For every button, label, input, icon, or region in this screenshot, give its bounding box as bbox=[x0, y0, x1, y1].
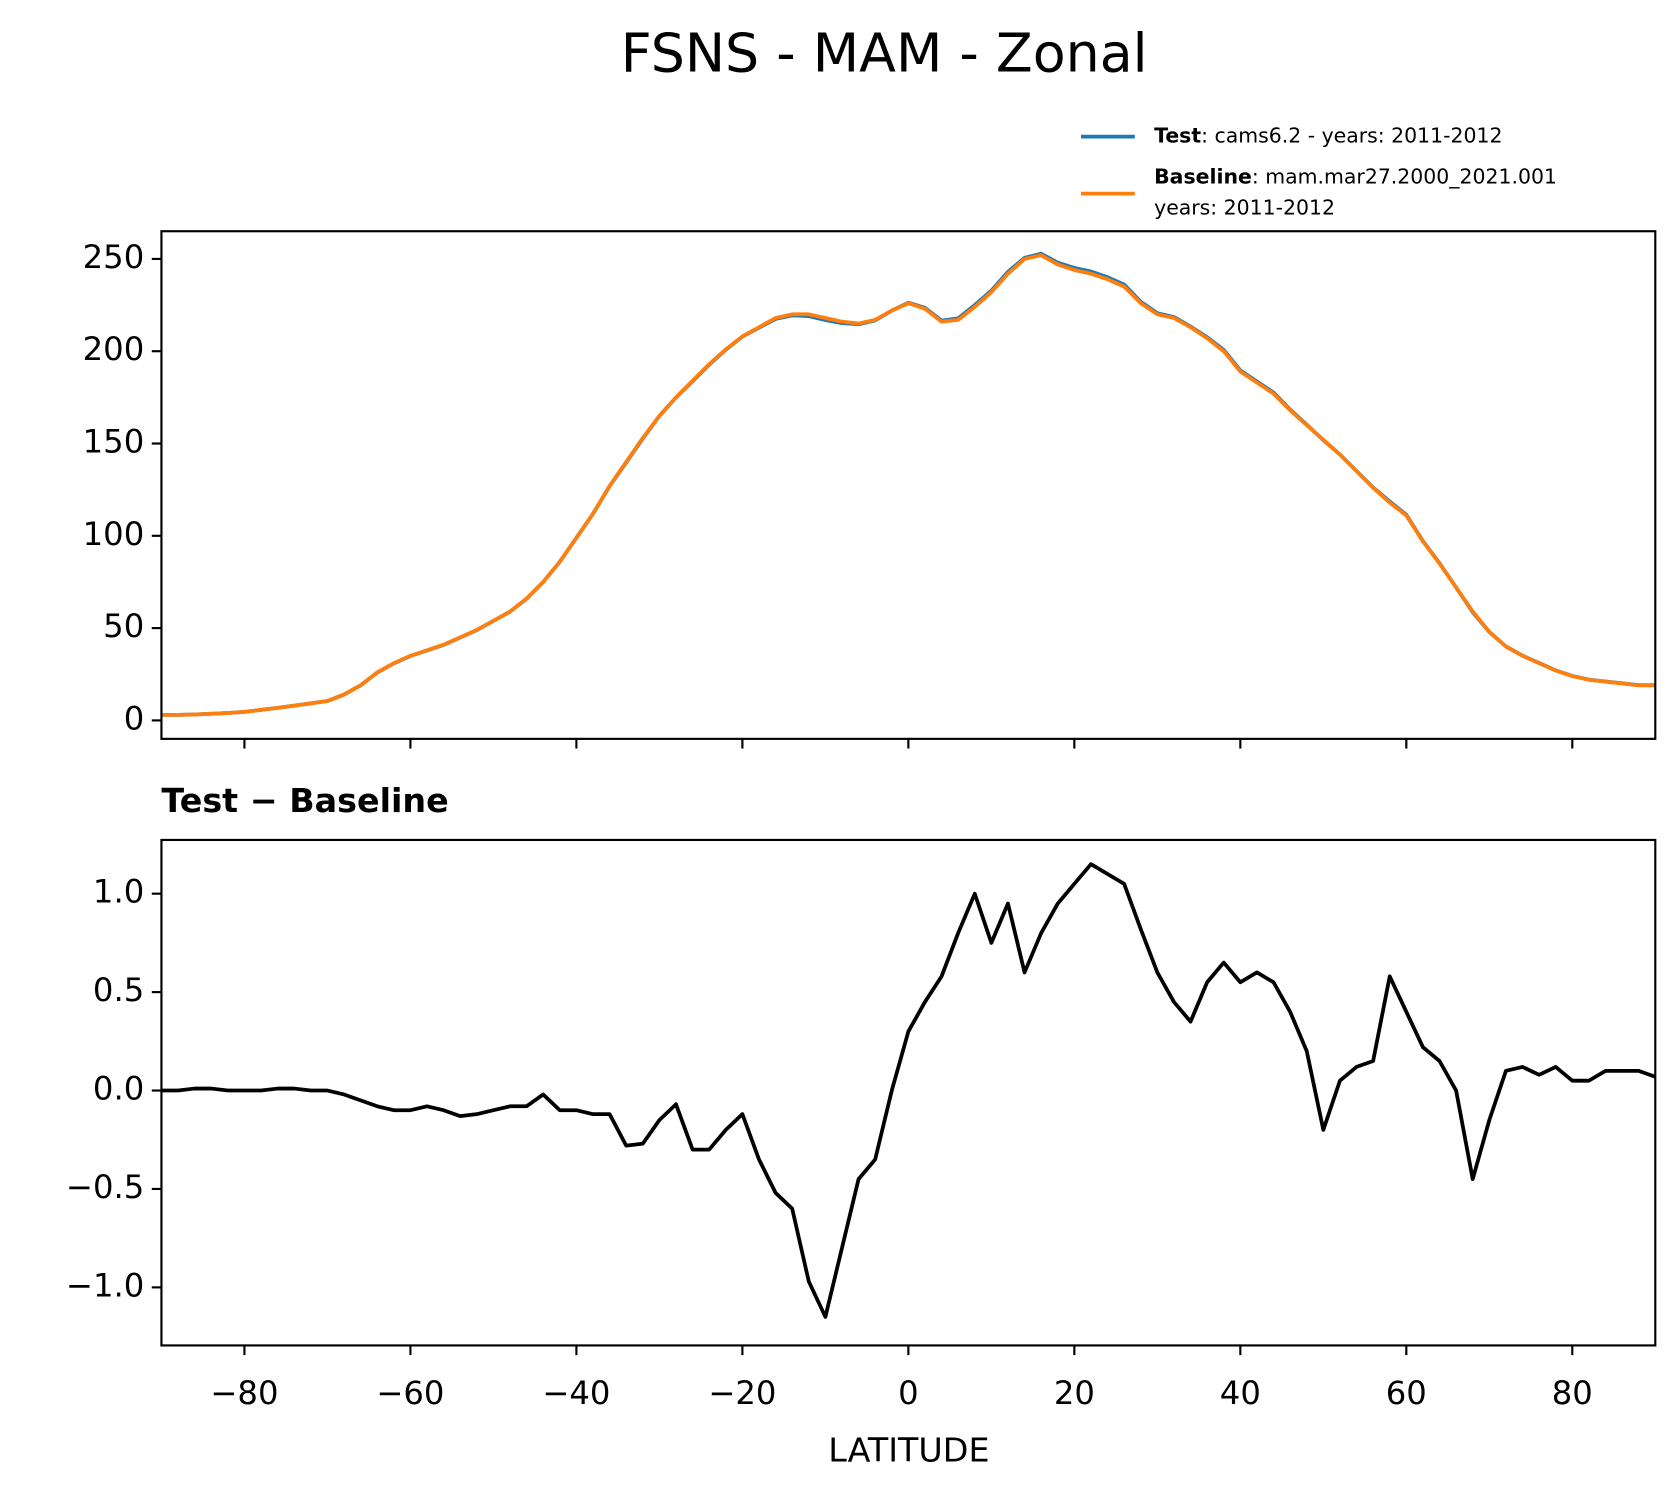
legend-text: : mam.mar27.2000_2021.001 bbox=[1252, 164, 1557, 189]
legend-name: Baseline bbox=[1154, 164, 1252, 188]
x-tick-label: −40 bbox=[542, 1374, 610, 1412]
legend-label: Baseline: mam.mar27.2000_2021.001 bbox=[1154, 164, 1557, 189]
y-tick-label: 0.5 bbox=[93, 971, 144, 1009]
x-tick-label: −20 bbox=[708, 1374, 776, 1412]
series-line bbox=[161, 253, 1656, 717]
plot-frame bbox=[160, 230, 1657, 740]
y-tick-label: 150 bbox=[83, 423, 145, 461]
y-tick-label: −1.0 bbox=[66, 1266, 144, 1304]
y-tick-label: 100 bbox=[83, 515, 145, 553]
legend-text: years: 2011-2012 bbox=[1154, 196, 1335, 220]
x-tick-label: 80 bbox=[1552, 1374, 1593, 1412]
x-tick-label: 40 bbox=[1220, 1374, 1261, 1412]
legend-label: Test: cams6.2 - years: 2011-2012 bbox=[1154, 124, 1502, 148]
legend-name: Test bbox=[1154, 124, 1201, 148]
y-tick-label: 250 bbox=[83, 238, 145, 276]
legend-text: : cams6.2 - years: 2011-2012 bbox=[1201, 124, 1502, 148]
y-tick-label: 1.0 bbox=[93, 873, 144, 911]
x-tick-label: 20 bbox=[1054, 1374, 1095, 1412]
y-tick-label: 50 bbox=[103, 607, 144, 645]
panel-title: Test − Baseline bbox=[161, 781, 448, 820]
y-tick-label: 0.0 bbox=[93, 1070, 144, 1108]
y-tick-label: −0.5 bbox=[66, 1168, 144, 1206]
x-tick-label: −80 bbox=[210, 1374, 278, 1412]
figure-title: FSNS - MAM - Zonal bbox=[621, 22, 1148, 85]
y-tick-label: 200 bbox=[83, 330, 145, 368]
x-tick-label: 60 bbox=[1386, 1374, 1427, 1412]
x-tick-label: 0 bbox=[898, 1374, 919, 1412]
x-axis-label: LATITUDE bbox=[828, 1430, 989, 1469]
series-line bbox=[161, 862, 1656, 1319]
x-tick-label: −60 bbox=[376, 1374, 444, 1412]
y-tick-label: 0 bbox=[124, 699, 145, 737]
plot-frame bbox=[160, 838, 1657, 1347]
